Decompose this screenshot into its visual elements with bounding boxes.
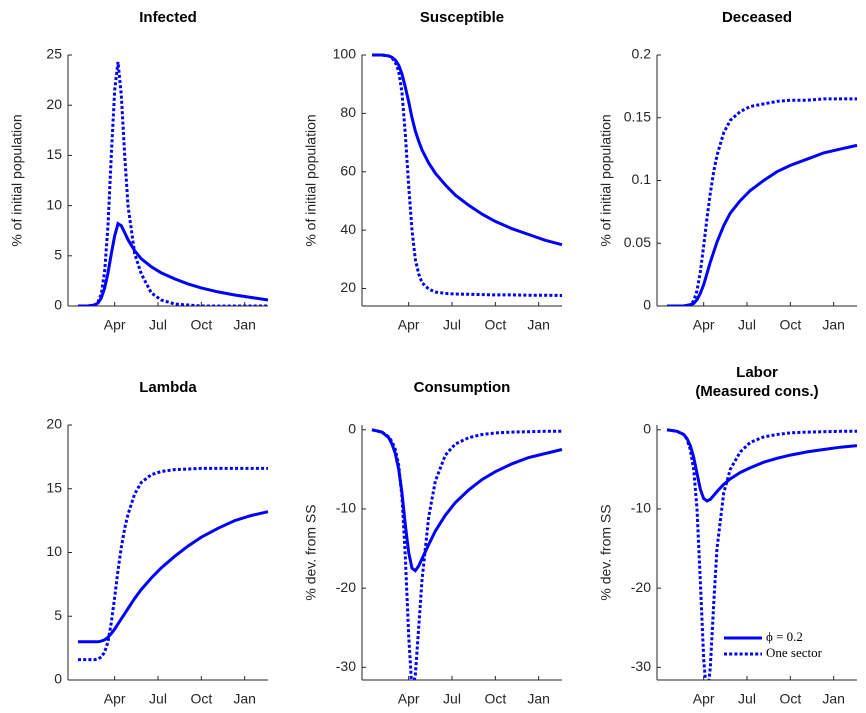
series-line [78, 61, 268, 306]
y-tick-label: 10 [46, 543, 62, 559]
panel-title: Susceptible [420, 9, 504, 26]
x-tick-label: Oct [484, 317, 506, 333]
x-tick-label: Oct [484, 691, 506, 707]
x-tick-label: Oct [779, 317, 801, 333]
x-tick-label: Jul [149, 317, 167, 333]
panel: Infected % of initial population 0 5 10 15 20 2… [9, 9, 269, 333]
series-line [666, 428, 858, 503]
y-axis-label: % dev. from SS [598, 504, 614, 600]
x-tick-label: Apr [104, 317, 126, 333]
x-tick-label: Jul [149, 691, 167, 707]
panel-subtitle: (Measured cons.) [695, 383, 818, 400]
y-tick-label: 20 [46, 416, 62, 432]
x-tick-label: Apr [398, 317, 420, 333]
y-tick-label: 20 [46, 96, 62, 112]
series-line [372, 53, 563, 297]
y-tick-label: 40 [340, 221, 356, 237]
series-line [371, 428, 562, 680]
x-tick-label: Jul [443, 691, 461, 707]
series-line [78, 221, 269, 306]
x-tick-label: Jan [527, 317, 550, 333]
series-line [371, 428, 563, 573]
y-tick-label: 0.2 [632, 46, 652, 62]
y-tick-label: 0 [643, 420, 651, 436]
panel-title: Deceased [722, 9, 792, 26]
y-tick-label: -10 [631, 500, 651, 516]
x-tick-label: Oct [190, 317, 212, 333]
y-tick-label: 0.1 [632, 171, 652, 187]
y-tick-label: 0 [54, 297, 62, 313]
y-tick-label: 0 [54, 671, 62, 687]
panel: Labor (Measured cons.) % dev. from SS -30 -2… [598, 364, 858, 707]
panel: Lambda 0 5 10 15 20 Apr Jul Oct Jan [46, 379, 269, 707]
y-tick-label: -10 [336, 500, 356, 516]
y-tick-label: 100 [333, 46, 357, 62]
panel-title: Consumption [414, 379, 511, 396]
x-tick-label: Jan [527, 691, 550, 707]
x-tick-label: Apr [104, 691, 126, 707]
y-tick-label: 0 [643, 297, 651, 313]
series-line [78, 510, 269, 644]
x-tick-label: Jul [443, 317, 461, 333]
x-tick-label: Jul [738, 317, 756, 333]
y-axis-label: % dev. from SS [303, 504, 319, 600]
y-tick-label: 60 [340, 162, 356, 178]
y-tick-label: 0 [348, 420, 356, 436]
panel: Consumption % dev. from SS -30 -20 -10 0 Apr Ju… [303, 379, 563, 707]
x-tick-label: Jul [738, 691, 756, 707]
x-tick-label: Apr [693, 317, 715, 333]
y-tick-label: 15 [46, 146, 62, 162]
panel-title: Lambda [139, 379, 197, 396]
series-line [667, 97, 857, 306]
x-tick-label: Jan [822, 691, 845, 707]
panel: Deceased % of initial population 0 0.05 0.1 0… [598, 9, 858, 333]
y-tick-label: -30 [336, 658, 356, 674]
panel-title: Labor [736, 364, 778, 381]
x-tick-label: Jan [822, 317, 845, 333]
y-tick-label: -20 [336, 579, 356, 595]
x-tick-label: Jan [233, 317, 256, 333]
y-axis-label: % of initial population [598, 114, 614, 246]
legend-label: ϕ = 0.2 [766, 629, 803, 644]
x-tick-label: Oct [190, 691, 212, 707]
y-tick-label: 0.15 [624, 108, 651, 124]
x-tick-label: Jan [233, 691, 256, 707]
y-tick-label: 5 [54, 247, 62, 263]
y-tick-label: 25 [46, 46, 62, 62]
y-tick-label: 0.05 [624, 234, 651, 250]
x-tick-label: Oct [779, 691, 801, 707]
series-line [666, 428, 857, 680]
y-tick-label: 80 [340, 104, 356, 120]
x-tick-label: Apr [398, 691, 420, 707]
panel-title: Infected [139, 9, 197, 26]
series-line [667, 143, 858, 306]
y-tick-label: -30 [631, 658, 651, 674]
y-tick-label: 5 [54, 607, 62, 623]
y-axis-label: % of initial population [303, 114, 319, 246]
y-tick-label: 15 [46, 479, 62, 495]
series-line [78, 466, 268, 662]
y-axis-label: % of initial population [9, 114, 25, 246]
legend-label: One sector [766, 645, 823, 660]
y-tick-label: -20 [631, 579, 651, 595]
panel: Susceptible % of initial population 20 40 60… [303, 9, 563, 333]
y-tick-label: 10 [46, 196, 62, 212]
y-tick-label: 20 [340, 279, 356, 295]
x-tick-label: Apr [693, 691, 715, 707]
